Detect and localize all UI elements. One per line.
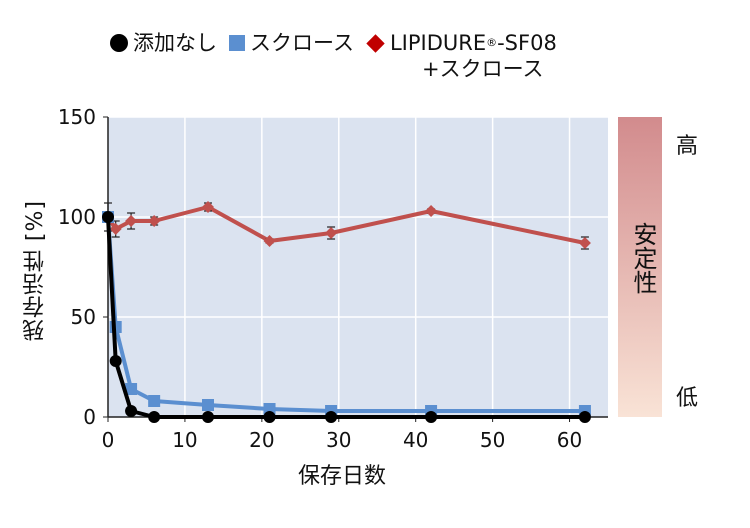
legend-item-none: 添加なし: [110, 30, 217, 56]
stability-label: 安定性: [629, 222, 657, 294]
data-point-lipidure: [148, 215, 161, 227]
registered-mark: ®: [486, 36, 498, 49]
series-layer: [102, 201, 591, 423]
circle-marker-icon: [110, 34, 128, 52]
data-point-none: [125, 405, 138, 417]
data-point-none: [425, 411, 438, 423]
x-axis-label: 保存日数: [298, 464, 387, 489]
legend-label-sucrose: スクロース: [250, 31, 354, 55]
data-point-lipidure: [109, 223, 122, 235]
data-point-lipidure: [202, 201, 214, 213]
data-point-none: [263, 411, 276, 423]
x-tick-label: 40: [403, 428, 428, 452]
data-point-lipidure: [578, 237, 591, 249]
data-point-sucrose: [125, 383, 138, 395]
data-point-none: [109, 355, 122, 367]
diamond-marker-icon: [366, 33, 385, 53]
legend-label-lipidure: LIPIDURE: [389, 31, 487, 55]
square-marker-icon: [229, 35, 245, 51]
plot-background: [108, 117, 608, 417]
legend-label-lipidure-suffix: -SF08: [497, 31, 557, 55]
data-point-lipidure: [325, 227, 338, 239]
data-point-lipidure: [263, 235, 276, 247]
x-tick-label: 20: [249, 428, 274, 452]
x-tick-label: 0: [102, 428, 115, 452]
legend-label-none: 添加なし: [133, 31, 217, 55]
data-point-none: [202, 411, 214, 423]
data-point-none: [578, 411, 591, 423]
data-point-sucrose: [202, 399, 214, 411]
data-point-lipidure: [125, 215, 138, 227]
legend-item-lipidure: LIPIDURE ® -SF08: [366, 30, 557, 56]
y-axis-label: 残存活性 [%]: [23, 200, 48, 342]
y-tick-label: 100: [58, 205, 96, 229]
grid: [108, 116, 608, 417]
x-tick-label: 50: [480, 428, 505, 452]
data-point-none: [102, 211, 114, 223]
y-tick-label: 0: [83, 405, 96, 429]
x-tick-label: 10: [172, 428, 197, 452]
data-point-none: [148, 411, 161, 423]
legend: 添加なし スクロース LIPIDURE ® -SF08 +スクロース: [110, 30, 569, 82]
y-tick-label: 150: [58, 105, 96, 129]
legend-item-sucrose: スクロース: [229, 30, 354, 56]
stability-low-label: 低: [676, 386, 699, 411]
x-tick-label: 60: [557, 428, 582, 452]
data-point-none: [325, 411, 338, 423]
y-tick-label: 50: [71, 305, 96, 329]
legend-label-lipidure-line2: +スクロース: [422, 57, 544, 81]
x-tick-label: 30: [326, 428, 351, 452]
data-point-sucrose: [148, 395, 161, 407]
data-point-lipidure: [425, 205, 438, 217]
stability-gradient-bar: [618, 117, 662, 417]
stability-high-label: 高: [676, 134, 699, 159]
